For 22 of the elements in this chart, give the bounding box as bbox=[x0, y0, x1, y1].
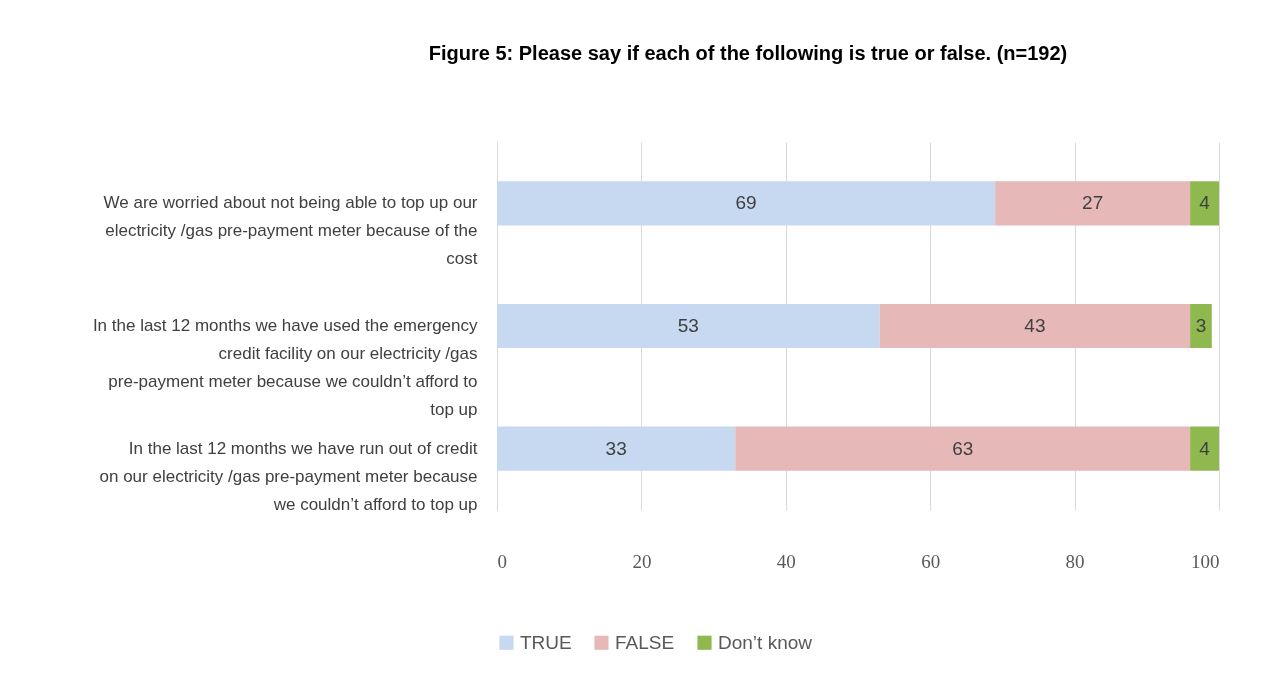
x-tick-label: 20 bbox=[632, 550, 652, 572]
data-label: 43 bbox=[1024, 315, 1046, 336]
data-label: 69 bbox=[735, 192, 757, 214]
x-tick-label: 0 bbox=[497, 550, 507, 572]
data-label: 3 bbox=[1195, 315, 1207, 336]
data-label: 63 bbox=[952, 437, 974, 459]
data-label: 33 bbox=[605, 437, 627, 459]
y-tick-label: We are worried about not being able to top up our electricity /gas pre-payment meter because of the cost bbox=[103, 193, 478, 269]
legend-label: FALSE bbox=[615, 631, 675, 653]
x-tick-label: 80 bbox=[1065, 550, 1085, 572]
y-tick-label: In the last 12 months we have run out of credit on our electricity /gas pre-payment meter because we couldn’t afford to top up bbox=[99, 438, 478, 514]
data-label: 27 bbox=[1082, 192, 1104, 214]
data-label: 53 bbox=[677, 315, 699, 336]
data-label: 4 bbox=[1199, 192, 1211, 214]
x-tick-label: 60 bbox=[921, 550, 941, 572]
data-label: 4 bbox=[1199, 437, 1211, 459]
legend-label: TRUE bbox=[520, 631, 572, 653]
chart-title: Figure 5: Please say if each of the following is true or false. (n=192) bbox=[428, 42, 1068, 64]
x-tick-label: 40 bbox=[776, 550, 796, 572]
y-tick-label: In the last 12 months we have used the emergency credit facility on our electricity /gas pre-payment meter because we couldn’t afford to top up bbox=[92, 316, 478, 419]
x-tick-label: 100 bbox=[1191, 550, 1220, 572]
legend-label: Don’t know bbox=[718, 631, 813, 653]
